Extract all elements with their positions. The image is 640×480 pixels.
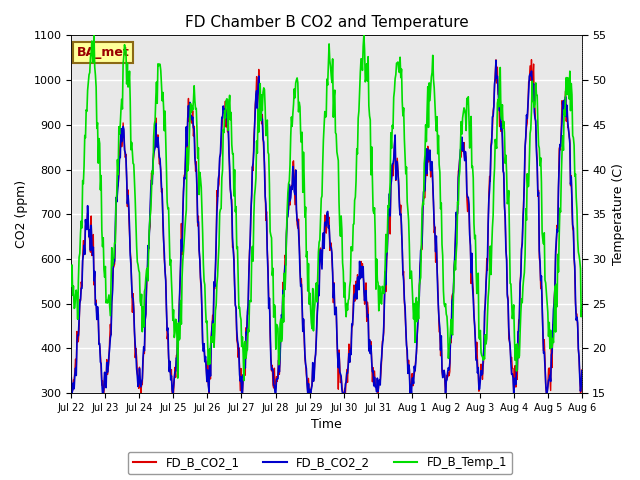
FD_B_CO2_2 (182, 150, 189, 156)
FD_B_CO2_2 (68, 390, 76, 396)
X-axis label: Time: Time (311, 419, 342, 432)
FD_B_CO2_2 (67, 375, 75, 381)
FD_B_Temp_1 (67, 283, 75, 289)
FD_B_CO2_2 (389, 161, 397, 167)
Title: FD Chamber B CO2 and Temperature: FD Chamber B CO2 and Temperature (185, 15, 468, 30)
FD_B_CO2_1 (578, 367, 586, 373)
FD_B_Temp_1 (77, 230, 84, 236)
Line: FD_B_CO2_2: FD_B_CO2_2 (71, 60, 582, 393)
FD_B_CO2_2 (209, 318, 216, 324)
Y-axis label: CO2 (ppm): CO2 (ppm) (15, 180, 28, 248)
FD_B_Temp_1 (578, 303, 586, 309)
FD_B_CO2_1 (209, 312, 216, 318)
Line: FD_B_CO2_1: FD_B_CO2_1 (71, 60, 582, 393)
FD_B_CO2_1 (389, 173, 397, 179)
FD_B_Temp_1 (240, 378, 248, 384)
FD_B_CO2_1 (77, 298, 84, 304)
FD_B_CO2_1 (67, 380, 75, 385)
FD_B_CO2_2 (404, 371, 412, 376)
FD_B_CO2_2 (578, 368, 586, 373)
FD_B_Temp_1 (130, 161, 138, 167)
Legend: FD_B_CO2_1, FD_B_CO2_2, FD_B_Temp_1: FD_B_CO2_1, FD_B_CO2_2, FD_B_Temp_1 (128, 452, 512, 474)
FD_B_CO2_2 (492, 58, 500, 63)
FD_B_Temp_1 (209, 339, 216, 345)
FD_B_CO2_1 (182, 155, 189, 161)
FD_B_Temp_1 (390, 95, 397, 100)
FD_B_Temp_1 (182, 215, 189, 220)
FD_B_CO2_2 (130, 308, 138, 313)
FD_B_CO2_1 (130, 305, 138, 311)
FD_B_CO2_1 (99, 390, 107, 396)
Y-axis label: Temperature (C): Temperature (C) (612, 163, 625, 265)
FD_B_Temp_1 (90, 33, 98, 38)
Text: BA_met: BA_met (76, 46, 129, 59)
FD_B_CO2_1 (527, 57, 535, 62)
FD_B_CO2_2 (77, 285, 85, 291)
Line: FD_B_Temp_1: FD_B_Temp_1 (71, 36, 582, 381)
FD_B_Temp_1 (404, 217, 412, 223)
FD_B_CO2_1 (404, 365, 412, 371)
